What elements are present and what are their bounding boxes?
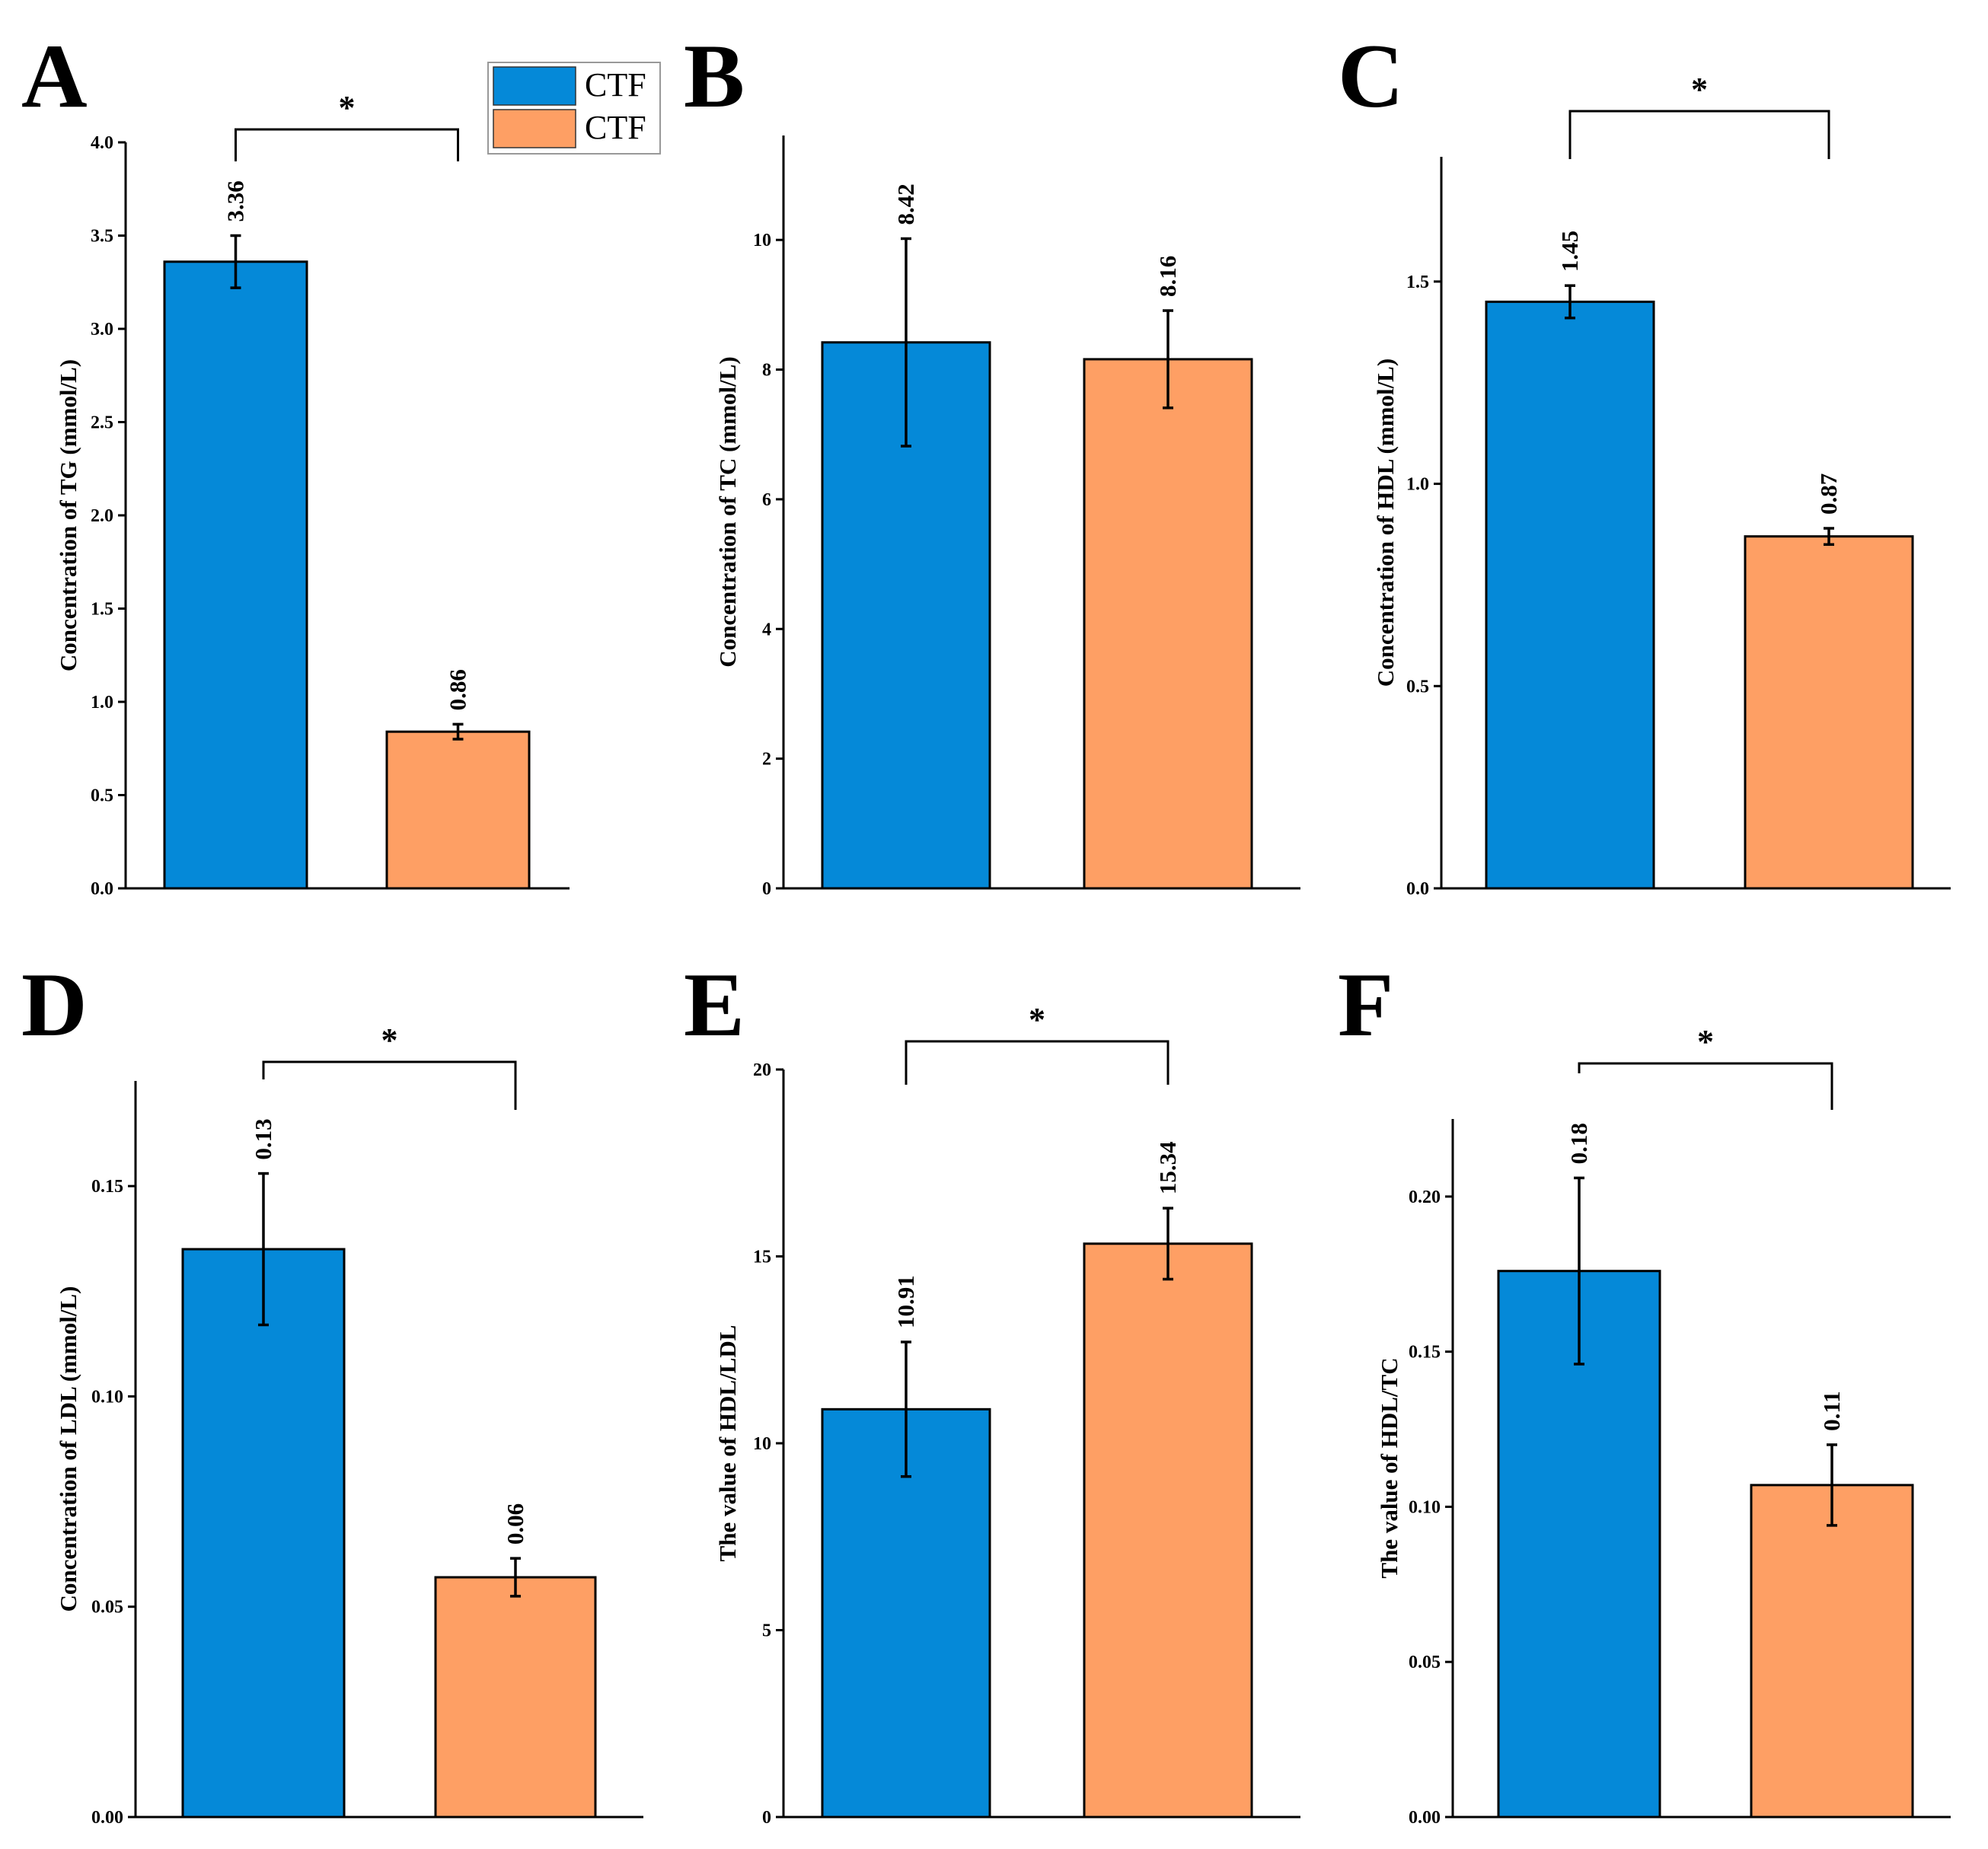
bar xyxy=(385,730,531,890)
y-tick-label: 0.5 xyxy=(91,786,113,806)
y-tick-label: 5 xyxy=(762,1621,771,1641)
y-axis-title: The value of HDL/TC xyxy=(1376,1357,1402,1578)
y-axis-title: Concentration of LDL (mmol/L) xyxy=(55,1286,81,1612)
value-label: 0.87 xyxy=(1815,473,1842,515)
y-axis-title: Concentration of TC (mmol/L) xyxy=(714,356,741,667)
y-tick-label: 0 xyxy=(762,879,771,899)
y-tick-label: 0 xyxy=(762,1808,771,1828)
y-tick-label: 0.15 xyxy=(91,1177,123,1197)
panel-letter: E xyxy=(684,954,745,1055)
y-tick-label: 15 xyxy=(753,1248,771,1267)
significance-star: * xyxy=(1697,1023,1714,1060)
y-tick-label: 2 xyxy=(762,750,771,770)
significance-bracket xyxy=(235,128,459,161)
panel-b: B 0 2 4 6 8 10 Concentration of TC (mmol/L) 8.42… xyxy=(684,25,1300,899)
value-label: 8.16 xyxy=(1154,256,1181,297)
significance-bracket xyxy=(1568,110,1830,159)
y-tick-label: 0.05 xyxy=(1409,1653,1441,1672)
y-tick-label: 4 xyxy=(762,620,771,639)
y-tick-label: 4.0 xyxy=(91,133,113,153)
value-label: 0.86 xyxy=(445,669,471,710)
y-tick-label: 10 xyxy=(753,1434,771,1454)
legend: CTF CTF xyxy=(487,62,661,155)
significance-star: * xyxy=(1691,71,1708,108)
legend-swatch xyxy=(493,109,576,148)
bar xyxy=(1750,1484,1914,1819)
y-tick-label: 0.20 xyxy=(1409,1188,1441,1207)
y-tick-label: 6 xyxy=(762,490,771,510)
bar xyxy=(1744,535,1914,890)
y-tick-label: 1.5 xyxy=(1406,273,1429,292)
bar xyxy=(1485,300,1655,890)
y-tick-label: 2.0 xyxy=(91,506,113,526)
y-tick-label: 0.0 xyxy=(1406,879,1429,899)
y-tick-label: 1.0 xyxy=(91,693,113,713)
bar xyxy=(1083,1242,1253,1819)
value-label: 10.91 xyxy=(892,1275,919,1328)
value-label: 0.06 xyxy=(502,1503,528,1545)
value-label: 1.45 xyxy=(1556,231,1583,272)
significance-star: * xyxy=(339,89,356,126)
y-tick-label: 0.10 xyxy=(91,1387,123,1407)
y-tick-label: 10 xyxy=(753,231,771,250)
bar xyxy=(1083,358,1253,890)
panel-letter: A xyxy=(21,25,88,126)
panel-f: F 0.00 0.05 0.10 0.15 0.20 The value of HDL/TC… xyxy=(1338,954,1951,1828)
value-label: 15.34 xyxy=(1154,1141,1181,1194)
value-label: 8.42 xyxy=(892,183,919,225)
panel-letter: B xyxy=(684,25,745,126)
y-tick-label: 0.00 xyxy=(1409,1808,1441,1828)
value-label: 3.36 xyxy=(222,180,249,222)
legend-label: CTF xyxy=(585,66,646,104)
y-tick-label: 0.05 xyxy=(91,1598,123,1618)
y-tick-label: 0.10 xyxy=(1409,1497,1441,1517)
panel-c: C 0.0 0.5 1.0 1.5 Concentration of HDL (mmol/… xyxy=(1338,25,1951,899)
legend-swatch xyxy=(493,66,576,106)
y-axis-title: Concentration of TG (mmol/L) xyxy=(55,359,81,671)
significance-star: * xyxy=(1029,1001,1045,1038)
y-tick-label: 0.0 xyxy=(91,879,113,899)
panel-letter: D xyxy=(21,954,88,1055)
bar xyxy=(181,1248,346,1819)
y-axis-title: The value of HDL/LDL xyxy=(714,1325,741,1562)
panel-letter: F xyxy=(1338,954,1393,1055)
bar xyxy=(434,1576,597,1819)
significance-bracket xyxy=(1578,1062,1833,1110)
significance-bracket xyxy=(905,1040,1170,1085)
panel-a: A 0.0 0.5 1.0 1.5 2.0 2.5 3.0 3.5 4.0 Concentratio… xyxy=(21,25,570,899)
value-label: 0.11 xyxy=(1818,1391,1845,1431)
panel-d: D 0.00 0.05 0.10 0.15 Concentration of LDL (m… xyxy=(21,954,643,1828)
y-tick-label: 20 xyxy=(753,1060,771,1080)
y-tick-label: 3.5 xyxy=(91,227,113,247)
panel-e: E 0 5 10 15 20 The value of HDL/LDL 10.91 15.34 * xyxy=(684,954,1300,1828)
legend-label: CTF xyxy=(585,109,646,146)
y-tick-label: 1.0 xyxy=(1406,475,1429,495)
significance-star: * xyxy=(381,1022,398,1059)
y-tick-label: 2.5 xyxy=(91,413,113,433)
value-label: 0.18 xyxy=(1565,1123,1592,1164)
y-tick-label: 8 xyxy=(762,361,771,381)
value-label: 0.13 xyxy=(250,1118,276,1159)
y-tick-label: 0.15 xyxy=(1409,1343,1441,1363)
panel-letter: C xyxy=(1338,25,1404,126)
significance-bracket xyxy=(262,1060,517,1110)
y-axis-title: Concentration of HDL (mmol/L) xyxy=(1372,359,1399,687)
y-tick-label: 3.0 xyxy=(91,320,113,340)
y-tick-label: 0.5 xyxy=(1406,677,1429,697)
y-tick-label: 0.00 xyxy=(91,1808,123,1828)
y-tick-label: 1.5 xyxy=(91,600,113,620)
bar xyxy=(163,260,308,890)
